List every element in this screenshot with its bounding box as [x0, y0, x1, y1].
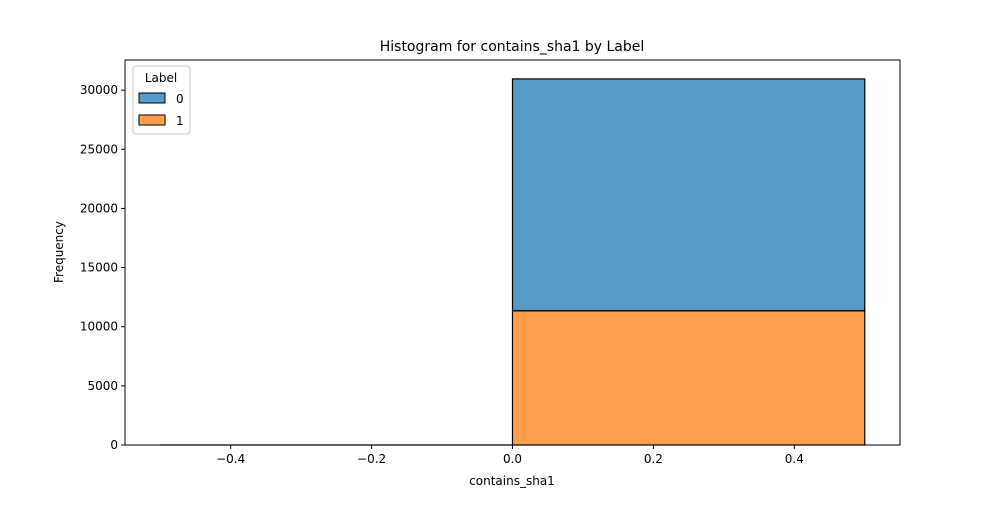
legend-entry-label-0: 0 — [176, 92, 184, 106]
legend-entry-label-1: 1 — [176, 114, 184, 128]
legend-swatch-1 — [138, 114, 166, 126]
x-tick-label: 0.2 — [644, 452, 663, 466]
y-tick-label: 20000 — [80, 201, 118, 215]
y-axis-label: Frequency — [52, 221, 66, 283]
x-tick-label: 0.4 — [785, 452, 804, 466]
x-axis-ticks: −0.4 −0.2 0.0 0.2 0.4 — [216, 445, 804, 466]
y-tick-label: 10000 — [80, 320, 118, 334]
x-tick-label: 0.0 — [503, 452, 522, 466]
y-tick-label: 25000 — [80, 142, 118, 156]
y-tick-label: 30000 — [80, 83, 118, 97]
y-tick-label: 5000 — [87, 379, 118, 393]
legend-swatch-0 — [138, 92, 166, 104]
bar-label-0-bin-1 — [511, 78, 866, 312]
bars-layer — [160, 78, 866, 446]
x-tick-label: −0.2 — [357, 452, 386, 466]
legend: Label 01 — [132, 65, 191, 135]
y-tick-label: 15000 — [80, 261, 118, 275]
y-tick-label: 0 — [110, 438, 118, 452]
x-axis-label: contains_sha1 — [469, 474, 555, 488]
legend-entries: 01 — [138, 92, 184, 128]
x-tick-label: −0.4 — [216, 452, 245, 466]
y-axis-ticks: 0 5000 10000 15000 20000 25000 30000 — [80, 83, 125, 452]
bar-label-1-bin-1 — [511, 310, 866, 446]
chart-title: Histogram for contains_sha1 by Label — [380, 39, 645, 55]
legend-title: Label — [145, 71, 177, 85]
